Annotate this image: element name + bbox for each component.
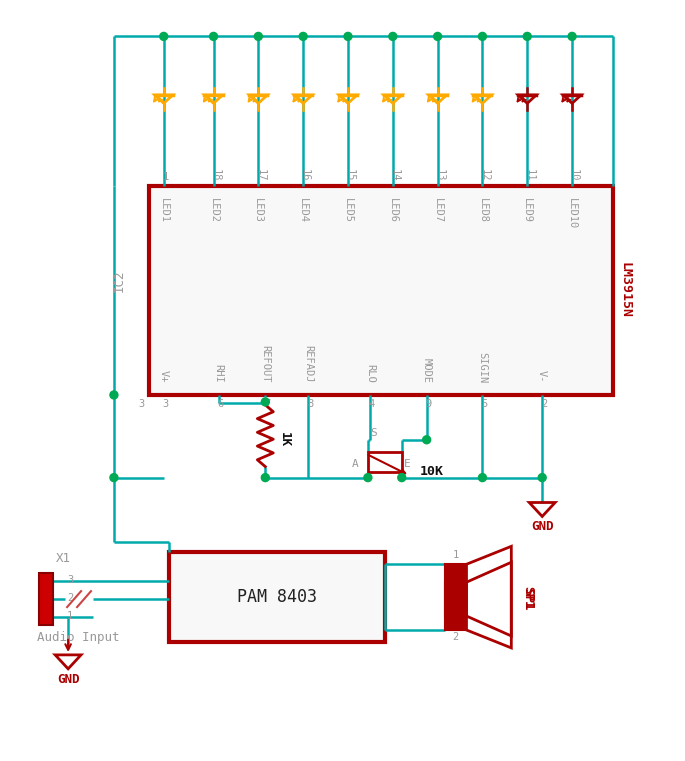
Text: 10: 10 xyxy=(569,169,579,182)
Text: 3: 3 xyxy=(162,399,169,409)
Circle shape xyxy=(160,33,168,40)
Text: E: E xyxy=(403,459,410,469)
Text: S: S xyxy=(370,428,377,438)
Text: 1K: 1K xyxy=(278,432,291,447)
Circle shape xyxy=(110,391,118,399)
Bar xyxy=(445,564,466,630)
Circle shape xyxy=(262,473,269,482)
Text: LED2: LED2 xyxy=(208,198,219,223)
Text: 2: 2 xyxy=(541,399,547,409)
Text: 14: 14 xyxy=(390,169,400,182)
Text: 5: 5 xyxy=(482,399,488,409)
Text: LED8: LED8 xyxy=(477,198,488,223)
Circle shape xyxy=(523,33,532,40)
Text: 12: 12 xyxy=(479,169,489,182)
Circle shape xyxy=(568,33,576,40)
Text: 1: 1 xyxy=(452,550,459,560)
Circle shape xyxy=(364,473,372,482)
Text: IC2: IC2 xyxy=(112,269,125,291)
Bar xyxy=(445,582,466,616)
Text: LED6: LED6 xyxy=(388,198,398,223)
Text: SIGIN: SIGIN xyxy=(477,352,488,383)
Circle shape xyxy=(262,398,269,406)
Text: REFADJ: REFADJ xyxy=(303,345,313,383)
Text: 2: 2 xyxy=(67,593,73,603)
Text: 2: 2 xyxy=(452,618,459,628)
Text: 3: 3 xyxy=(138,399,145,409)
Text: Audio Input: Audio Input xyxy=(37,631,120,644)
Text: 17: 17 xyxy=(256,169,265,182)
Text: 1: 1 xyxy=(162,172,169,182)
Text: SP1: SP1 xyxy=(521,587,534,610)
Circle shape xyxy=(398,473,406,482)
Text: 13: 13 xyxy=(434,169,445,182)
Text: 1: 1 xyxy=(452,568,459,578)
Text: SP1: SP1 xyxy=(521,586,534,608)
Text: X1: X1 xyxy=(56,552,71,565)
Text: GND: GND xyxy=(57,673,79,686)
Circle shape xyxy=(478,33,486,40)
Circle shape xyxy=(423,436,431,444)
Circle shape xyxy=(299,33,307,40)
Text: RLO: RLO xyxy=(365,365,375,383)
Text: 11: 11 xyxy=(524,169,534,182)
Text: MODE: MODE xyxy=(422,358,432,383)
Text: LED9: LED9 xyxy=(522,198,532,223)
Text: 10K: 10K xyxy=(420,465,444,478)
Bar xyxy=(39,573,53,625)
Text: GND: GND xyxy=(531,521,553,533)
Text: LED1: LED1 xyxy=(159,198,169,223)
Text: LED7: LED7 xyxy=(433,198,443,223)
Text: A: A xyxy=(352,459,359,469)
Bar xyxy=(368,452,402,472)
Text: 15: 15 xyxy=(345,169,355,182)
Text: LED3: LED3 xyxy=(253,198,263,223)
Circle shape xyxy=(478,473,486,482)
Text: LED4: LED4 xyxy=(298,198,308,223)
Text: 9: 9 xyxy=(425,399,432,409)
Text: 4: 4 xyxy=(369,399,375,409)
Bar xyxy=(149,186,613,395)
Text: 18: 18 xyxy=(210,169,221,182)
Text: 3: 3 xyxy=(67,575,73,585)
Circle shape xyxy=(389,33,397,40)
Circle shape xyxy=(110,473,118,482)
Text: LED5: LED5 xyxy=(343,198,353,223)
Circle shape xyxy=(210,33,218,40)
Text: 6: 6 xyxy=(217,399,223,409)
Text: 16: 16 xyxy=(300,169,310,182)
Text: PAM 8403: PAM 8403 xyxy=(237,588,316,606)
Circle shape xyxy=(344,33,352,40)
Text: V+: V+ xyxy=(159,371,169,383)
Circle shape xyxy=(254,33,262,40)
Bar xyxy=(169,552,385,642)
Text: LED10: LED10 xyxy=(567,198,577,229)
Text: 7: 7 xyxy=(264,399,271,409)
Circle shape xyxy=(434,33,442,40)
Text: 1: 1 xyxy=(67,611,73,621)
Text: RHI: RHI xyxy=(214,365,223,383)
Text: 8: 8 xyxy=(307,399,313,409)
Text: 2: 2 xyxy=(452,632,459,642)
Text: LM3915N: LM3915N xyxy=(619,263,632,318)
Text: REFOUT: REFOUT xyxy=(260,345,271,383)
Text: V-: V- xyxy=(537,371,547,383)
Circle shape xyxy=(538,473,546,482)
